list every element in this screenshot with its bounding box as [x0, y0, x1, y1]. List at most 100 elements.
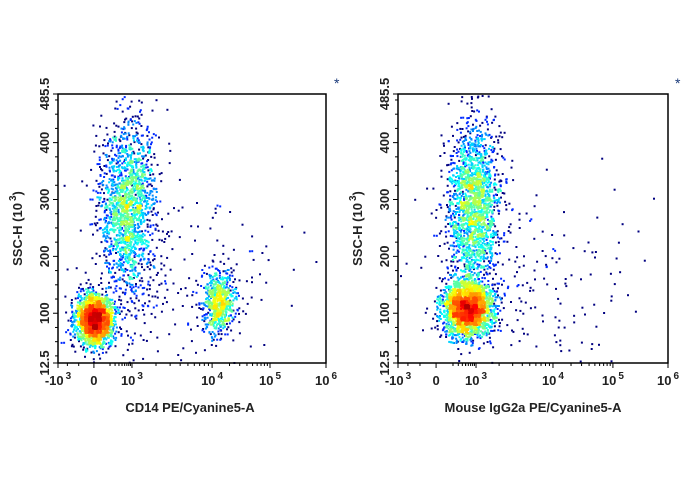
event-dot	[139, 186, 142, 189]
event-dot	[86, 327, 88, 330]
event-dot	[120, 248, 123, 251]
event-dot	[112, 245, 115, 247]
event-dot	[249, 345, 252, 348]
event-dot	[91, 303, 94, 305]
event-dot	[105, 313, 108, 316]
event-dot	[142, 189, 145, 192]
event-dot	[108, 331, 111, 334]
event-dot	[127, 239, 130, 242]
event-dot	[98, 336, 101, 339]
event-dot	[217, 285, 220, 288]
event-dot	[87, 340, 90, 343]
event-dot	[141, 230, 143, 233]
event-dot	[150, 155, 153, 158]
event-dot	[91, 319, 94, 322]
event-dot	[149, 192, 152, 195]
event-dot	[122, 233, 125, 236]
event-dot	[227, 276, 229, 279]
event-dot	[103, 216, 106, 219]
event-dot	[126, 244, 129, 247]
event-dots	[400, 95, 655, 364]
event-dot	[103, 192, 105, 195]
event-dot	[150, 143, 152, 146]
event-dot	[124, 246, 127, 249]
event-dot	[497, 141, 500, 144]
event-dot	[145, 206, 148, 209]
event-dot	[124, 118, 126, 121]
event-dot	[132, 273, 135, 276]
event-dot	[115, 208, 118, 211]
event-dot	[171, 248, 174, 251]
event-dot	[111, 180, 114, 183]
event-dot	[134, 197, 137, 200]
event-dot	[129, 147, 132, 150]
event-dot	[116, 107, 119, 110]
event-dot	[182, 347, 185, 350]
event-dot	[116, 220, 119, 223]
event-dot	[129, 209, 132, 212]
event-dot	[118, 295, 121, 298]
event-dot	[241, 223, 244, 226]
event-dot	[136, 208, 139, 211]
event-dot	[221, 281, 224, 284]
event-dot	[141, 134, 144, 137]
event-dot	[108, 178, 111, 181]
event-dot	[87, 300, 90, 303]
event-dot	[205, 287, 208, 290]
event-dot	[111, 141, 114, 144]
event-dot	[110, 323, 113, 326]
event-dot	[98, 145, 101, 148]
event-dot	[122, 167, 124, 170]
event-dot	[129, 146, 132, 149]
event-dot	[94, 341, 97, 344]
event-dot	[98, 341, 101, 344]
event-dot	[111, 184, 114, 186]
event-dot	[118, 220, 121, 223]
event-dot	[128, 230, 131, 233]
event-dot	[126, 284, 129, 287]
event-dot	[149, 250, 152, 253]
event-dot	[111, 157, 114, 160]
event-dot	[141, 162, 144, 165]
event-dot	[496, 204, 499, 207]
event-dot	[140, 193, 143, 196]
event-dot	[137, 206, 140, 209]
event-dot	[136, 139, 138, 142]
event-dot	[124, 148, 127, 151]
event-dot	[105, 208, 108, 211]
event-dot	[230, 310, 233, 313]
event-dot	[150, 184, 153, 187]
event-dot	[125, 217, 128, 219]
event-dot	[83, 326, 86, 329]
event-dot	[128, 193, 131, 195]
event-dot	[142, 187, 145, 190]
event-dot	[122, 248, 125, 251]
event-dot	[154, 227, 157, 230]
event-dot	[224, 286, 227, 289]
event-dot	[120, 173, 123, 176]
event-dot	[132, 209, 135, 212]
event-dot	[101, 324, 104, 327]
event-dot	[130, 182, 133, 185]
event-dot	[115, 210, 118, 213]
event-dot	[131, 221, 134, 224]
event-dot	[228, 301, 231, 304]
event-dot	[140, 237, 142, 240]
event-dot	[101, 313, 104, 316]
event-dot	[259, 273, 261, 276]
event-dot	[141, 287, 144, 290]
event-dot	[132, 123, 135, 126]
event-dot	[151, 232, 154, 235]
event-dot	[133, 141, 136, 144]
event-dot	[267, 259, 270, 262]
event-dot	[135, 317, 138, 320]
event-dot	[109, 302, 111, 305]
event-dot	[216, 313, 219, 316]
event-dot	[125, 281, 127, 284]
event-dot	[76, 336, 79, 339]
event-dot	[121, 202, 124, 205]
event-dot	[114, 205, 117, 208]
event-dot	[95, 309, 97, 312]
event-dot	[203, 272, 206, 274]
event-dot	[108, 314, 110, 317]
